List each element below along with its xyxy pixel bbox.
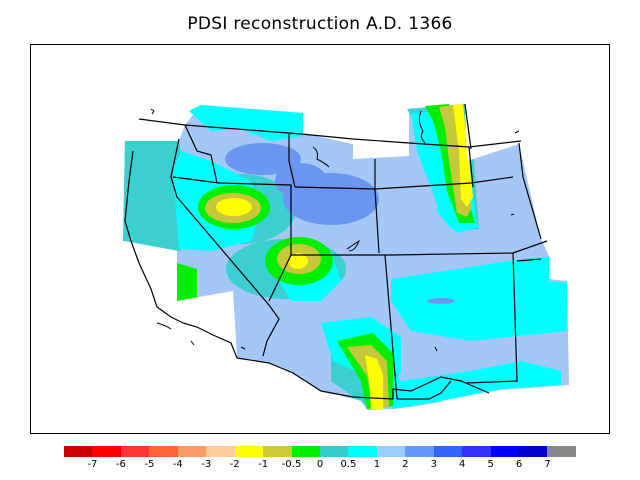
colorbar-tick-label: -1 (258, 459, 269, 470)
colorbar (64, 446, 576, 457)
colorbar-labels: -7 -6 -5 -4 -3 -2 -1 -0.5 0 0.5 1 2 3 4 5 6 7 (64, 459, 576, 473)
state-boundaries (124, 103, 548, 400)
colorbar-tick-label: 6 (515, 459, 523, 470)
colorbar-tick-label: -0.5 (281, 459, 302, 470)
colorbar-tick-label: 2 (402, 459, 409, 470)
lake-features (150, 108, 520, 352)
non-domain-mask (31, 101, 561, 410)
colorbar-swatch (319, 446, 349, 457)
colorbar-tick-label: -3 (201, 459, 212, 470)
colorbar-swatch (348, 446, 377, 457)
colorbar-swatch (234, 446, 264, 457)
colorbar-swatch (92, 446, 121, 457)
colorbar-tick-label: 1 (373, 459, 381, 470)
colorbar-swatch (291, 446, 320, 457)
colorbar-swatch (177, 446, 207, 457)
pdsi-map (31, 101, 569, 410)
colorbar-tick-label: 0.5 (340, 459, 357, 470)
colorbar-tick-label: -4 (172, 459, 183, 470)
colorbar-swatch (490, 446, 519, 457)
colorbar-swatch (64, 446, 93, 457)
colorbar-swatch (376, 446, 406, 457)
colorbar-swatch (462, 446, 491, 457)
colorbar-tick-label: 4 (459, 459, 466, 470)
colorbar-tick-label: -2 (229, 459, 240, 470)
contour-medium-blue (225, 143, 455, 304)
colorbar-swatch (405, 446, 434, 457)
colorbar-tick-label: 0 (316, 459, 324, 470)
colorbar-tick-label: -7 (87, 459, 98, 470)
colorbar-swatch (547, 446, 576, 457)
colorbar-tick-label: 5 (487, 459, 494, 470)
colorbar-tick-label: 3 (430, 459, 437, 470)
colorbar-swatch (149, 446, 178, 457)
map-frame (30, 44, 610, 434)
colorbar-swatch (263, 446, 292, 457)
contour-yellow (216, 104, 473, 409)
colorbar-swatch (120, 446, 150, 457)
colorbar-tick-label: -6 (115, 459, 126, 470)
colorbar-tick-label: 7 (544, 459, 551, 470)
colorbar-swatch (519, 446, 548, 457)
colorbar-swatch (433, 446, 463, 457)
colorbar-swatch (206, 446, 235, 457)
map-title: PDSI reconstruction A.D. 1366 (187, 14, 453, 34)
colorbar-tick-label: -5 (144, 459, 155, 470)
